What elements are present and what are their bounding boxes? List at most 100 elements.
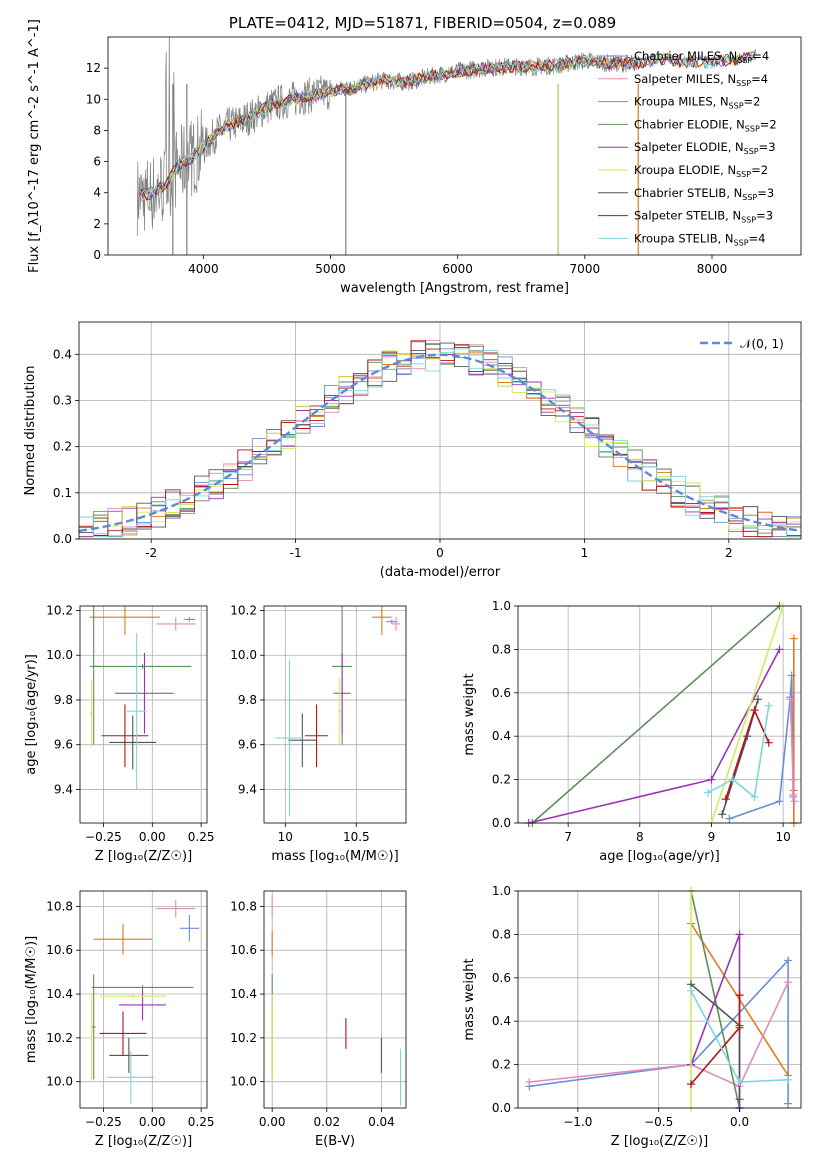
mass-weight-marker [784, 1099, 793, 1108]
x-tick-label: 10.5 [343, 830, 370, 844]
mass-weight-line [529, 981, 789, 1088]
y-tick-label: 10.0 [46, 1075, 73, 1089]
mass-weight-line [725, 707, 770, 800]
y-tick-label: 4 [93, 186, 101, 200]
mass-weight-marker [775, 645, 784, 654]
y-tick-label: 10.0 [46, 648, 73, 662]
x-tick-label: 0.00 [139, 830, 166, 844]
mass-weight-marker [687, 1080, 696, 1089]
x-tick-label: 0.02 [313, 1115, 340, 1129]
legend-subscript: SSP [729, 102, 744, 111]
x-tick-label: 0.00 [259, 1115, 286, 1129]
mass-weight-marker [786, 695, 795, 704]
x-tick-label: -1 [290, 546, 302, 560]
axes-frame [79, 605, 208, 824]
y-tick-label: 9.6 [54, 738, 73, 752]
y-tick-label: 0.3 [53, 393, 72, 407]
axes-frame [263, 890, 407, 1109]
x-axis-label: E(B-V) [315, 1134, 355, 1149]
y-tick-label: 0.4 [53, 347, 72, 361]
x-axis-label: mass [log₁₀(M/M☉)] [271, 849, 398, 864]
mass-weight-line [729, 675, 794, 820]
mass-weight-marker [787, 671, 796, 680]
mass-weight-marker [784, 1075, 793, 1084]
x-tick-label: 4000 [188, 262, 219, 276]
x-tick-label: 0.0 [730, 1115, 749, 1129]
legend-count: =4 [751, 72, 768, 86]
y-tick-label: 0.6 [492, 971, 511, 985]
mass-weight-marker [703, 788, 712, 797]
x-tick-label: 9 [708, 830, 716, 844]
legend-count: =4 [749, 231, 766, 245]
mass-weight-marker [790, 797, 799, 806]
mass-weight-marker [750, 706, 759, 715]
mass-weight-marker [775, 797, 784, 806]
x-tick-label: 6000 [442, 262, 473, 276]
y-tick-label: 10.2 [46, 603, 73, 617]
mass-weight-line [710, 606, 784, 823]
legend-subscript: SSP [736, 170, 751, 179]
y-tick-label: 10.2 [230, 603, 257, 617]
legend-count: =3 [757, 186, 774, 200]
y-tick-label: 10.6 [46, 943, 73, 957]
mass-weight-marker [764, 738, 773, 747]
axes-frame [79, 890, 208, 1109]
mass-weight-marker [525, 1077, 534, 1086]
legend-subscript: SSP [734, 238, 749, 247]
chart-title: PLATE=0412, MJD=51871, FIBERID=0504, z=0… [229, 14, 616, 32]
y-tick-label: 9.4 [54, 782, 73, 796]
y-tick-label: 0.0 [492, 816, 511, 830]
y-tick-label: 10.8 [46, 899, 73, 913]
mass-weight-marker [718, 810, 727, 819]
axes-frame [517, 890, 802, 1109]
mass-weight-marker [735, 1023, 744, 1032]
legend-label: Kroupa MILES, NSSP=2 [634, 95, 760, 111]
x-tick-label: 0.04 [368, 1115, 395, 1129]
y-tick-label: 9.8 [54, 693, 73, 707]
y-tick-label: 10.6 [230, 943, 257, 957]
y-tick-label: 10.0 [230, 1075, 257, 1089]
x-tick-label: 0.25 [188, 830, 215, 844]
mass-weight-marker [687, 986, 696, 995]
axes-frame [263, 605, 407, 824]
legend-label: Kroupa STELIB, NSSP=4 [634, 231, 765, 247]
x-tick-label: 1 [581, 546, 589, 560]
mass-weight-marker [721, 795, 730, 804]
legend-label: Chabrier STELIB, NSSP=3 [634, 186, 774, 202]
model-fit-line [139, 51, 756, 200]
x-axis-label: Z [log₁₀(Z/Z☉)] [95, 849, 192, 864]
mass-weight-line [707, 705, 770, 799]
legend-label: Kroupa ELODIE, NSSP=2 [634, 163, 768, 179]
mass-weight-marker [735, 1095, 744, 1104]
y-tick-label: 0 [93, 248, 101, 262]
mass-weight-marker [735, 1077, 744, 1086]
y-tick-label: 0.8 [492, 927, 511, 941]
x-axis-label: (data-model)/error [380, 565, 501, 580]
axes-frame [517, 605, 802, 824]
y-tick-label: 0.8 [492, 642, 511, 656]
axes-frame [107, 36, 802, 256]
gaussian-curve [79, 353, 801, 533]
legend-count: =2 [760, 117, 777, 131]
legend-label: Chabrier ELODIE, NSSP=2 [634, 117, 777, 133]
y-axis-label: age [log₁₀(age/yr)] [24, 654, 39, 775]
y-tick-label: 0.2 [492, 773, 511, 787]
legend-subscript: SSP [744, 147, 759, 156]
y-tick-label: 10.2 [46, 1031, 73, 1045]
x-tick-label: −1.0 [563, 1115, 592, 1129]
y-tick-label: 10.2 [230, 1031, 257, 1045]
mass-weight-marker [725, 814, 734, 823]
y-tick-label: 10.8 [230, 899, 257, 913]
mass-weight-marker [784, 978, 793, 987]
x-tick-label: −0.25 [85, 830, 122, 844]
x-tick-label: 7000 [570, 262, 601, 276]
legend-label: Chabrier MILES, NSSP=4 [634, 49, 769, 65]
mass-weight-marker [789, 775, 798, 784]
x-tick-label: 2 [725, 546, 733, 560]
y-tick-label: 9.8 [238, 693, 257, 707]
y-tick-label: 0.4 [492, 729, 511, 743]
y-tick-label: 1.0 [492, 599, 511, 613]
legend-count: =3 [756, 209, 773, 223]
y-axis-label: mass weight [462, 958, 477, 1040]
